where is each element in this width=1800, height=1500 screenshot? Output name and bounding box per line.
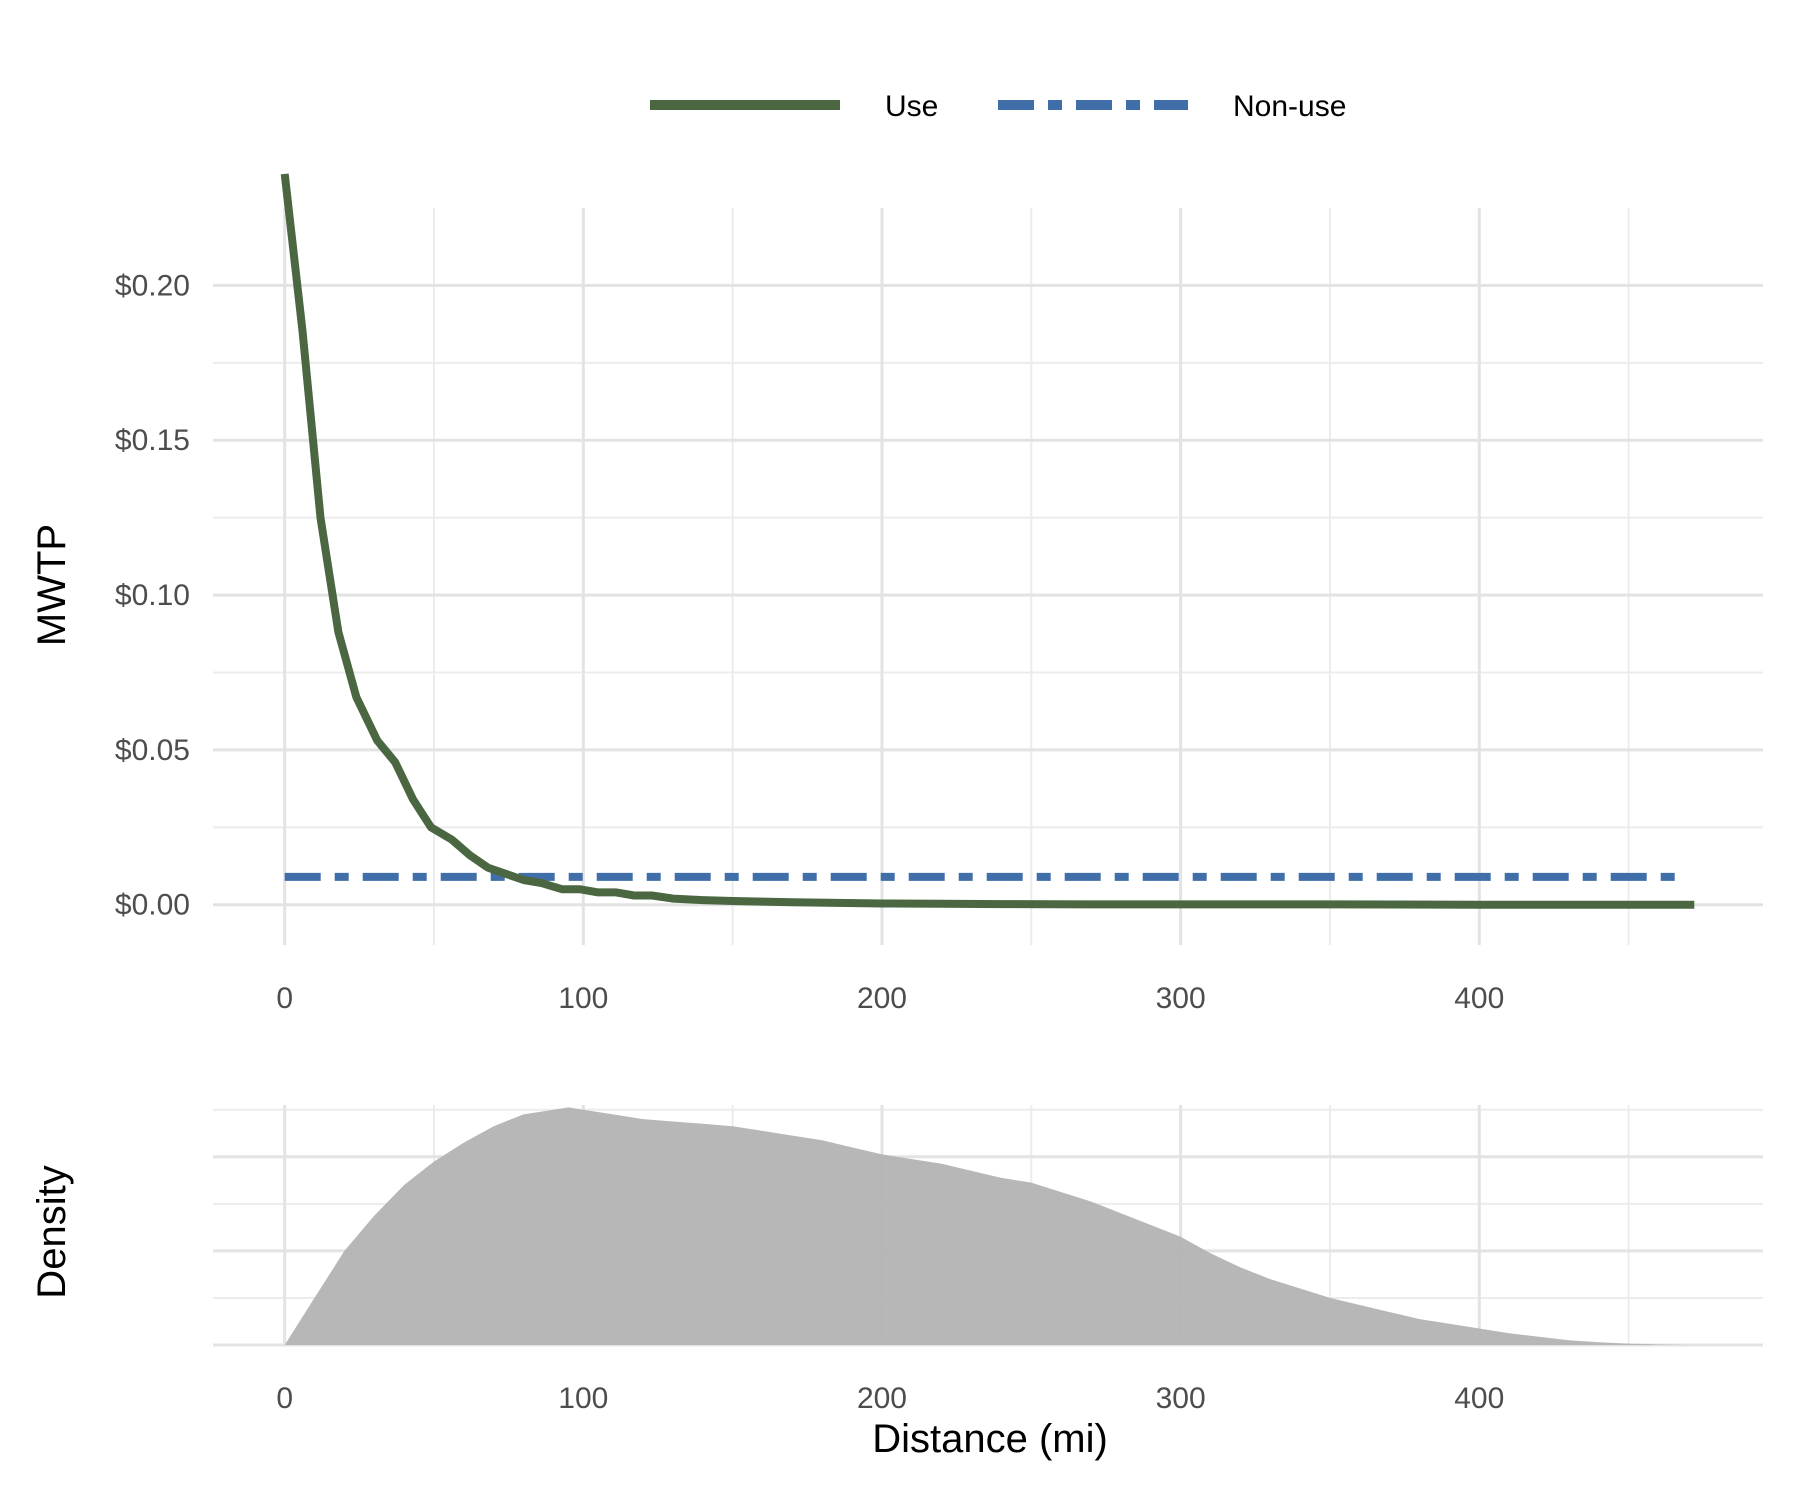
mwtp-x-tick-label: 400 [1454, 982, 1504, 1015]
density-y-axis-title: Density [30, 1165, 74, 1298]
density-x-tick-label: 400 [1454, 1382, 1504, 1415]
mwtp-grid [213, 208, 1763, 945]
mwtp-y-tick-label: $0.00 [115, 889, 190, 922]
mwtp-x-tick-label: 200 [857, 982, 907, 1015]
density-area [284, 1107, 1689, 1345]
mwtp-y-ticks: $0.00 $0.05 $0.10 $0.15 $0.20 [115, 269, 190, 921]
mwtp-panel: 0 100 200 300 400 $0.00$0.05$0.10$0.15$0.20 … [30, 173, 1763, 1015]
density-panel: 0 100 200 300 400 Density Distance (mi) [30, 1105, 1763, 1461]
density-x-tick-label: 0 [276, 1382, 293, 1415]
series-line-use [280, 173, 1695, 909]
density-x-tick-label: 100 [558, 1382, 608, 1415]
mwtp-series [280, 173, 1695, 909]
density-x-axis-title: Distance (mi) [872, 1417, 1108, 1461]
legend-label-0: Use [885, 90, 938, 123]
density-x-tick-label: 300 [1156, 1382, 1206, 1415]
mwtp-y-tick-label: $0.20 [115, 269, 190, 302]
legend: Use Non-use [650, 90, 1346, 123]
mwtp-x-ticks: 0 100 200 300 400 [276, 982, 1504, 1015]
density-series [284, 1107, 1689, 1345]
mwtp-x-tick-label: 100 [558, 982, 608, 1015]
mwtp-x-tick-label: 300 [1156, 982, 1206, 1015]
density-x-ticks: 0 100 200 300 400 [276, 1382, 1504, 1415]
legend-label-1: Non-use [1233, 90, 1346, 123]
mwtp-y-tick-label: $0.10 [115, 579, 190, 612]
mwtp-y-tick-label: $0.15 [115, 424, 190, 457]
mwtp-x-tick-label: 0 [276, 982, 293, 1015]
mwtp-y-axis-title: MWTP [30, 524, 74, 646]
density-x-tick-label: 200 [857, 1382, 907, 1415]
mwtp-y-tick-label: $0.05 [115, 734, 190, 767]
